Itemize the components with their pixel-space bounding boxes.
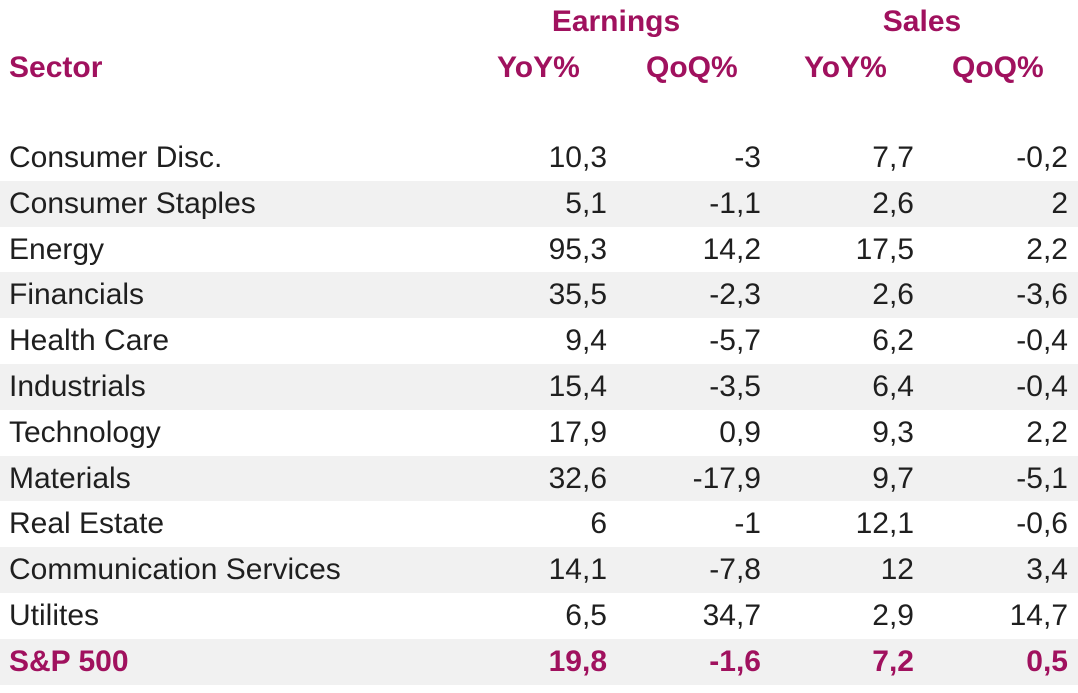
cell-sales-qoq: -3,6	[1016, 278, 1068, 312]
header-col-earnings-qoq: QoQ%	[646, 51, 738, 84]
cell-sales-yoy: 9,7	[872, 461, 914, 495]
cell-sales-yoy: 2,6	[872, 186, 914, 220]
cell-sales-qoq: 2,2	[1026, 415, 1068, 449]
cell-earnings-qoq: -1,1	[709, 186, 761, 220]
header-col-sector: Sector	[9, 51, 103, 84]
cell-sales-qoq: 2	[1051, 186, 1068, 220]
cell-earnings-yoy: 32,6	[548, 461, 607, 495]
cell-earnings-qoq: 34,7	[702, 598, 761, 632]
cell-sector: Consumer Staples	[9, 186, 256, 220]
header-col-sales-yoy: YoY%	[804, 51, 887, 84]
table-row: Materials 32,6 -17,9 9,7 -5,1	[0, 455, 1078, 502]
table-row: Real Estate 6 -1 12,1 -0,6	[0, 501, 1078, 547]
cell-earnings-yoy: 95,3	[548, 232, 607, 266]
cell-sales-yoy: 7,2	[872, 644, 914, 678]
cell-sector: Consumer Disc.	[9, 141, 223, 174]
cell-earnings-qoq: -1	[734, 507, 761, 541]
cell-sales-yoy: 2,6	[872, 278, 914, 312]
header-group-sales: Sales	[882, 5, 962, 38]
cell-earnings-qoq: 14,2	[702, 232, 761, 266]
cell-earnings-qoq: -1,6	[709, 644, 761, 678]
cell-sales-qoq: -5,1	[1016, 461, 1068, 495]
cell-sales-yoy: 12	[880, 553, 914, 587]
cell-sector: Technology	[9, 415, 161, 449]
cell-earnings-yoy: 10,3	[548, 141, 607, 174]
cell-sales-yoy: 7,7	[872, 141, 914, 174]
cell-sales-yoy: 9,3	[872, 415, 914, 449]
cell-earnings-yoy: 35,5	[548, 278, 607, 312]
table-row: Industrials 15,4 -3,5 6,4 -0,4	[0, 363, 1078, 410]
cell-sector: Materials	[9, 461, 131, 495]
cell-sales-qoq: 14,7	[1009, 598, 1068, 632]
cell-earnings-yoy: 6,5	[565, 598, 607, 632]
header-col-earnings-yoy: YoY%	[497, 51, 580, 84]
cell-sector: Industrials	[9, 369, 146, 403]
table-row: Health Care 9,4 -5,7 6,2 -0,4	[0, 318, 1078, 364]
cell-sector: Energy	[9, 232, 105, 266]
cell-sector: Health Care	[9, 324, 170, 358]
cell-earnings-qoq: -2,3	[709, 278, 761, 312]
cell-sector: Financials	[9, 278, 145, 312]
cell-sales-yoy: 17,5	[855, 232, 914, 266]
table-row: Communication Services 14,1 -7,8 12 3,4	[0, 547, 1078, 593]
cell-earnings-qoq: 0,9	[719, 415, 761, 449]
cell-sales-qoq: 0,5	[1026, 644, 1068, 678]
cell-sales-qoq: -0,4	[1016, 324, 1068, 358]
cell-sales-yoy: 2,9	[872, 598, 914, 632]
cell-earnings-qoq: -17,9	[692, 461, 761, 495]
table-row: Financials 35,5 -2,3 2,6 -3,6	[0, 272, 1078, 319]
table-row: Consumer Staples 5,1 -1,1 2,6 2	[0, 180, 1078, 227]
header-col-sales-qoq: QoQ%	[952, 51, 1044, 84]
table-body: Consumer Disc. 10,3 -3 7,7 -0,2 Consumer Stap…	[0, 135, 1078, 685]
cell-sales-qoq: -0,4	[1016, 369, 1068, 403]
cell-sales-yoy: 6,4	[872, 369, 914, 403]
table-row: Consumer Disc. 10,3 -3 7,7 -0,2	[0, 135, 1078, 181]
table-row: Energy 95,3 14,2 17,5 2,2	[0, 227, 1078, 273]
table-row: Utilites 6,5 34,7 2,9 14,7	[0, 593, 1078, 639]
cell-earnings-qoq: -3	[734, 141, 761, 174]
header-group-earnings: Earnings	[551, 5, 681, 38]
cell-sales-qoq: 2,2	[1026, 232, 1068, 266]
cell-sales-qoq: -0,2	[1016, 141, 1068, 174]
cell-earnings-qoq: -3,5	[709, 369, 761, 403]
cell-earnings-yoy: 6	[590, 507, 607, 541]
cell-earnings-yoy: 5,1	[565, 186, 607, 220]
cell-earnings-yoy: 9,4	[565, 324, 607, 358]
table-row-total: S&P 500 19,8 -1,6 7,2 0,5	[0, 638, 1078, 685]
table-row: Technology 17,9 0,9 9,3 2,2	[0, 410, 1078, 456]
cell-earnings-yoy: 15,4	[548, 369, 607, 403]
cell-sector: Real Estate	[9, 507, 165, 541]
cell-sales-qoq: -0,6	[1016, 507, 1068, 541]
cell-earnings-qoq: -7,8	[709, 553, 761, 587]
cell-earnings-yoy: 17,9	[548, 415, 607, 449]
cell-earnings-yoy: 14,1	[548, 553, 607, 587]
cell-sector: S&P 500	[9, 644, 129, 678]
cell-sector: Utilites	[9, 598, 100, 632]
cell-sales-qoq: 3,4	[1026, 553, 1068, 587]
cell-sector: Communication Services	[9, 553, 341, 587]
cell-earnings-qoq: -5,7	[709, 324, 761, 358]
cell-sales-yoy: 12,1	[855, 507, 914, 541]
cell-earnings-yoy: 19,8	[548, 644, 607, 678]
cell-sales-yoy: 6,2	[872, 324, 914, 358]
